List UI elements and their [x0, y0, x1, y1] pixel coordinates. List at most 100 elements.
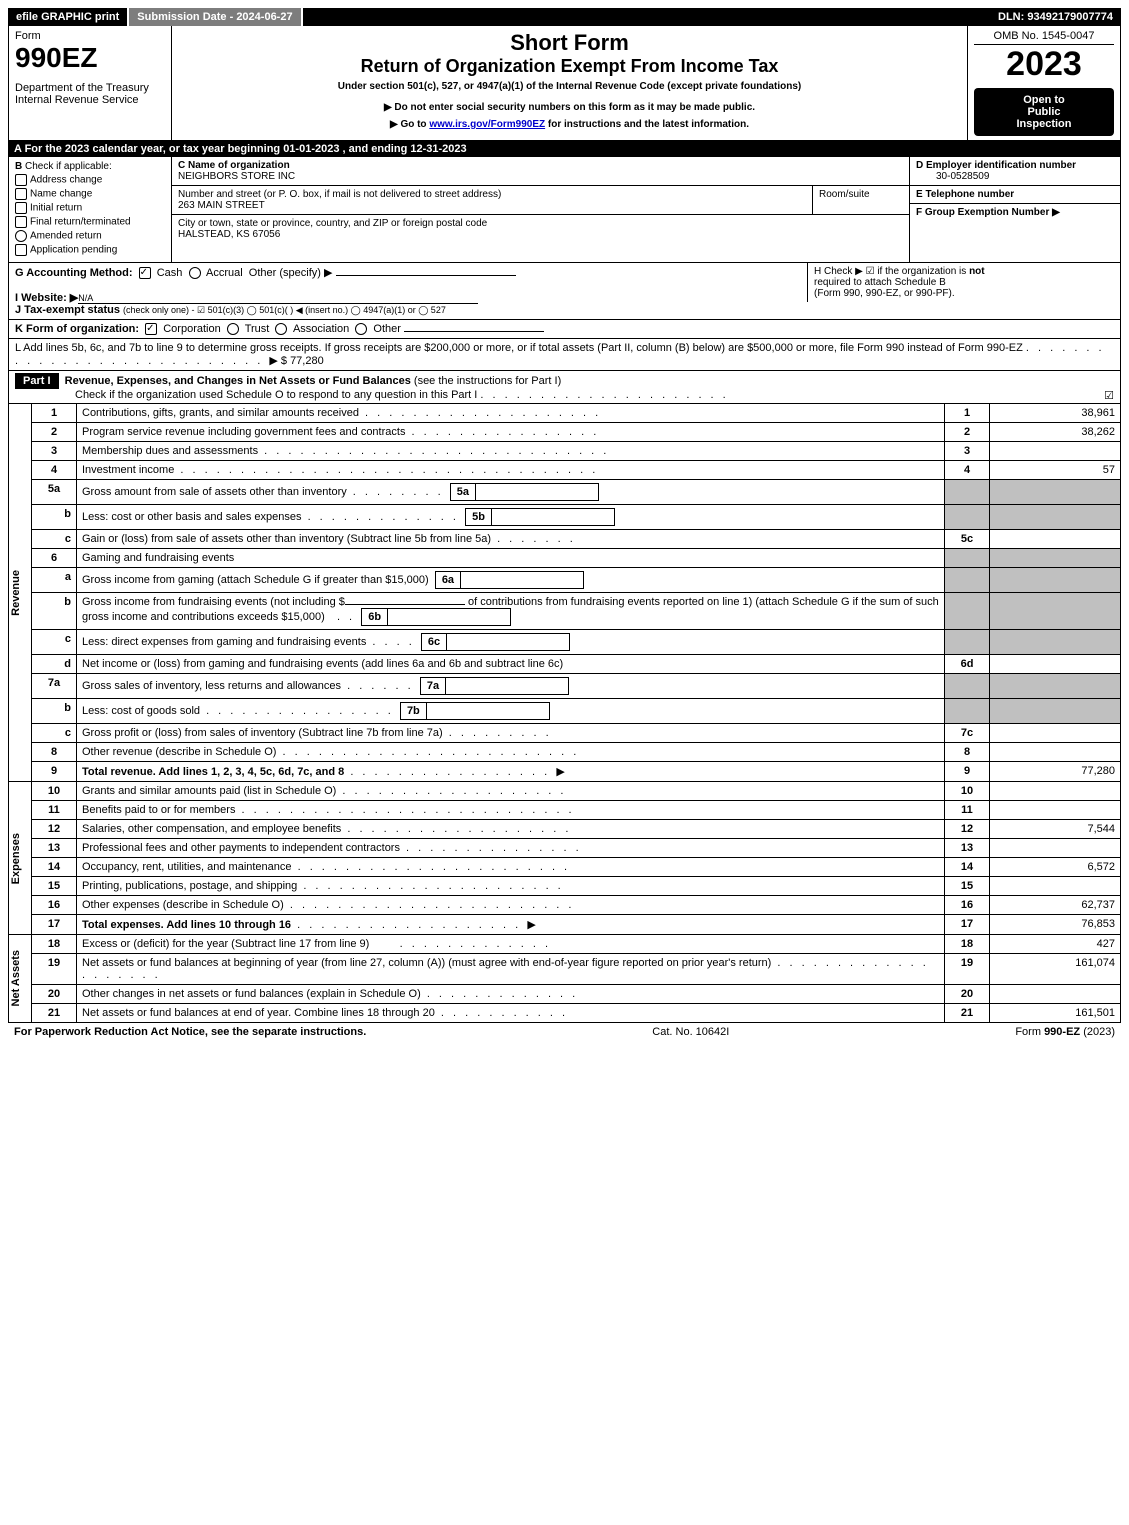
sub-amount[interactable]: [492, 508, 615, 526]
row-l: L Add lines 5b, 6c, and 7b to line 9 to …: [8, 339, 1121, 371]
sub-amount[interactable]: [447, 633, 570, 651]
line-row: 5aGross amount from sale of assets other…: [32, 480, 1121, 505]
open-line-2: Public: [978, 106, 1110, 118]
expenses-label-cell: Expenses: [8, 782, 31, 935]
expenses-block: Expenses 10Grants and similar amounts pa…: [8, 782, 1121, 935]
city-cell: City or town, state or province, country…: [172, 215, 909, 243]
line-row: bLess: cost or other basis and sales exp…: [32, 505, 1121, 530]
checkbox-icon: [139, 267, 151, 279]
checkbox-icon: [15, 202, 27, 214]
g-other: Other (specify) ▶: [249, 267, 333, 279]
line-a: A For the 2023 calendar year, or tax yea…: [8, 141, 1121, 157]
radio-icon: [227, 323, 239, 335]
street-cell: Number and street (or P. O. box, if mail…: [172, 186, 909, 215]
expenses-table: 10Grants and similar amounts paid (list …: [31, 782, 1121, 935]
k-corp: Corporation: [163, 323, 220, 335]
open-line-1: Open to: [978, 94, 1110, 106]
j-tail: (check only one) - ☑ 501(c)(3) ◯ 501(c)(…: [123, 305, 446, 315]
form-header: Form 990EZ Department of the Treasury In…: [8, 26, 1121, 141]
line-row: 20Other changes in net assets or fund ba…: [32, 985, 1121, 1004]
sub-amount[interactable]: [461, 571, 584, 589]
line-row: 6Gaming and fundraising events: [32, 549, 1121, 568]
check-name-change[interactable]: Name change: [15, 188, 165, 200]
k-assoc: Association: [293, 323, 349, 335]
form-number: 990EZ: [15, 42, 165, 74]
row-h: H Check ▶ ☑ if the organization is not r…: [807, 263, 1120, 302]
j-label: J Tax-exempt status: [15, 304, 120, 316]
line-row: 16Other expenses (describe in Schedule O…: [32, 896, 1121, 915]
netassets-table: 18Excess or (deficit) for the year (Subt…: [31, 935, 1121, 1023]
room-label: Room/suite: [819, 189, 870, 200]
line-row: 21Net assets or fund balances at end of …: [32, 1004, 1121, 1023]
sub-amount[interactable]: [476, 483, 599, 501]
revenue-vlabel: Revenue: [10, 570, 30, 616]
b-check-label: Check if applicable:: [25, 161, 112, 172]
omb-number: OMB No. 1545-0047: [974, 30, 1114, 45]
h-line2: required to attach Schedule B: [814, 277, 946, 288]
e-label: E Telephone number: [916, 189, 1014, 200]
note-goto: ▶ Go to www.irs.gov/Form990EZ for instru…: [178, 119, 961, 130]
g-accrual: Accrual: [206, 267, 243, 279]
line-row: 4Investment income . . . . . . . . . . .…: [32, 461, 1121, 480]
column-c: C Name of organization NEIGHBORS STORE I…: [172, 157, 910, 262]
check-address-change[interactable]: Address change: [15, 174, 165, 186]
check-initial-return[interactable]: Initial return: [15, 202, 165, 214]
section-bcde: B Check if applicable: Address change Na…: [8, 157, 1121, 263]
column-b: B Check if applicable: Address change Na…: [9, 157, 172, 262]
h-line1: H Check ▶ ☑ if the organization is: [814, 266, 969, 277]
tax-year: 2023: [974, 45, 1114, 84]
street-label: Number and street (or P. O. box, if mail…: [178, 189, 501, 200]
open-to-public-box: Open to Public Inspection: [974, 88, 1114, 136]
sub-amount[interactable]: [446, 677, 569, 695]
open-line-3: Inspection: [978, 118, 1110, 130]
g-label: G Accounting Method:: [15, 267, 133, 279]
radio-icon: [275, 323, 287, 335]
radio-icon: [189, 267, 201, 279]
main-title: Return of Organization Exempt From Incom…: [178, 56, 961, 77]
sub-amount[interactable]: [427, 702, 550, 720]
revenue-table: 1Contributions, gifts, grants, and simil…: [31, 404, 1121, 782]
line-row: 9Total revenue. Add lines 1, 2, 3, 4, 5c…: [32, 762, 1121, 782]
group-exemption-cell: F Group Exemption Number ▶: [910, 204, 1120, 262]
dept-line-1: Department of the Treasury: [15, 82, 165, 94]
check-application-pending[interactable]: Application pending: [15, 244, 165, 256]
top-bar-spacer: [303, 8, 990, 26]
h-not: not: [969, 266, 985, 277]
top-bar: efile GRAPHIC print Submission Date - 20…: [8, 8, 1121, 26]
note2-tail: for instructions and the latest informat…: [545, 119, 749, 130]
part1-header-row: Part I Revenue, Expenses, and Changes in…: [8, 371, 1121, 404]
line-row: 18Excess or (deficit) for the year (Subt…: [32, 935, 1121, 954]
l-text: L Add lines 5b, 6c, and 7b to line 9 to …: [15, 342, 1023, 354]
check-final-return[interactable]: Final return/terminated: [15, 216, 165, 228]
line-row: 11Benefits paid to or for members . . . …: [32, 801, 1121, 820]
submission-date: Submission Date - 2024-06-27: [129, 8, 302, 26]
check-amended-return[interactable]: Amended return: [15, 230, 165, 242]
line-row: 10Grants and similar amounts paid (list …: [32, 782, 1121, 801]
checkbox-icon: [15, 174, 27, 186]
line-row: 13Professional fees and other payments t…: [32, 839, 1121, 858]
k-other: Other: [373, 323, 401, 335]
g-cash: Cash: [157, 267, 183, 279]
sub-amount[interactable]: [388, 608, 511, 626]
footer-cat: Cat. No. 10642I: [652, 1026, 729, 1038]
part1-check-mark: ☑: [1104, 389, 1114, 402]
irs-link[interactable]: www.irs.gov/Form990EZ: [429, 119, 545, 130]
org-name: NEIGHBORS STORE INC: [178, 171, 295, 182]
part1-check-line: Check if the organization used Schedule …: [75, 389, 477, 401]
part1-title: Revenue, Expenses, and Changes in Net As…: [65, 375, 411, 387]
line-row: 7aGross sales of inventory, less returns…: [32, 674, 1121, 699]
line-row: 8Other revenue (describe in Schedule O) …: [32, 743, 1121, 762]
checkbox-icon: [15, 216, 27, 228]
netassets-block: Net Assets 18Excess or (deficit) for the…: [8, 935, 1121, 1023]
blank-input[interactable]: [345, 604, 465, 605]
checkbox-icon: [145, 323, 157, 335]
k-label: K Form of organization:: [15, 323, 139, 335]
line-row: cLess: direct expenses from gaming and f…: [32, 630, 1121, 655]
g-other-input[interactable]: [336, 275, 516, 276]
footer-right: Form 990-EZ (2023): [1015, 1026, 1115, 1038]
note2-pre: ▶ Go to: [390, 119, 429, 130]
radio-icon: [355, 323, 367, 335]
k-other-input[interactable]: [404, 331, 544, 332]
radio-icon: [15, 230, 27, 242]
website-value: N/A: [78, 293, 478, 304]
